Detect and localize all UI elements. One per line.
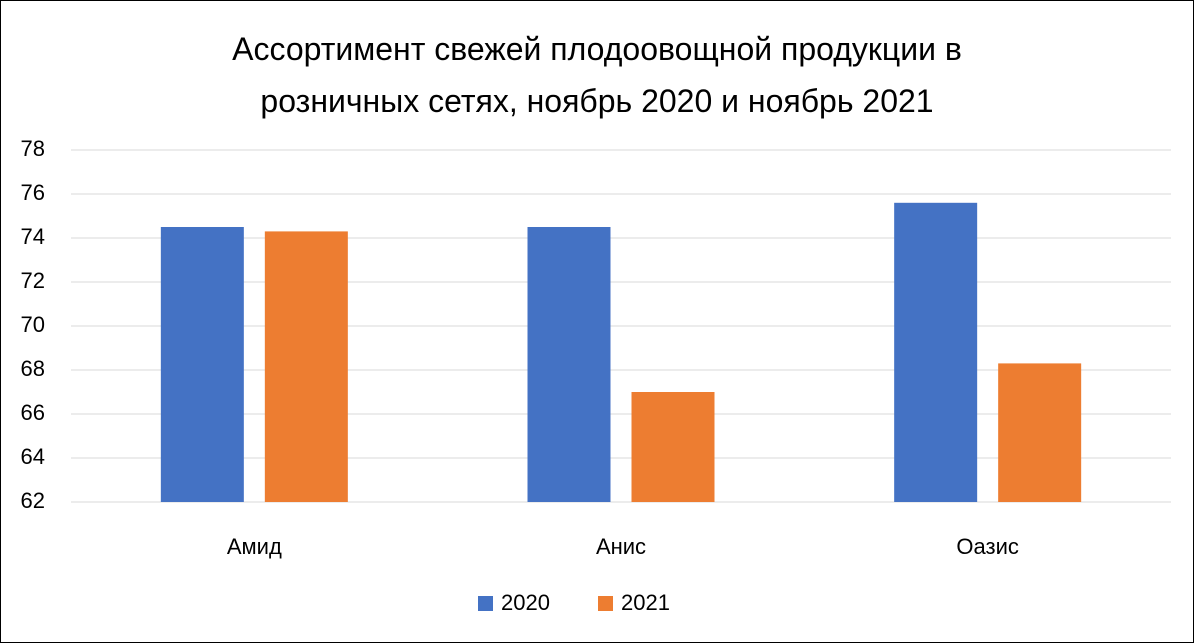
bar xyxy=(264,231,348,502)
y-tick-label: 68 xyxy=(21,356,45,381)
bar xyxy=(527,227,611,502)
legend-label: 2021 xyxy=(621,590,670,615)
bar xyxy=(631,392,715,502)
y-tick-label: 66 xyxy=(21,400,45,425)
legend-swatch xyxy=(478,596,493,611)
y-tick-label: 62 xyxy=(21,488,45,513)
chart-title: Ассортимент свежей плодоовощной продукци… xyxy=(232,31,962,119)
y-tick-label: 70 xyxy=(21,312,45,337)
legend-swatch xyxy=(598,596,613,611)
y-tick-label: 76 xyxy=(21,180,45,205)
x-tick-label: Анис xyxy=(596,534,646,559)
y-tick-label: 72 xyxy=(21,268,45,293)
y-tick-label: 74 xyxy=(21,224,45,249)
title-box: Ассортимент свежей плодоовощной продукци… xyxy=(1,23,1193,127)
x-tick-label: Оазис xyxy=(956,534,1018,559)
bar xyxy=(894,202,978,503)
bar xyxy=(998,363,1082,502)
bar xyxy=(160,227,244,502)
legend-label: 2020 xyxy=(501,590,550,615)
x-tick-label: Амид xyxy=(227,534,282,559)
y-tick-label: 64 xyxy=(21,444,45,469)
y-tick-label: 78 xyxy=(21,136,45,161)
